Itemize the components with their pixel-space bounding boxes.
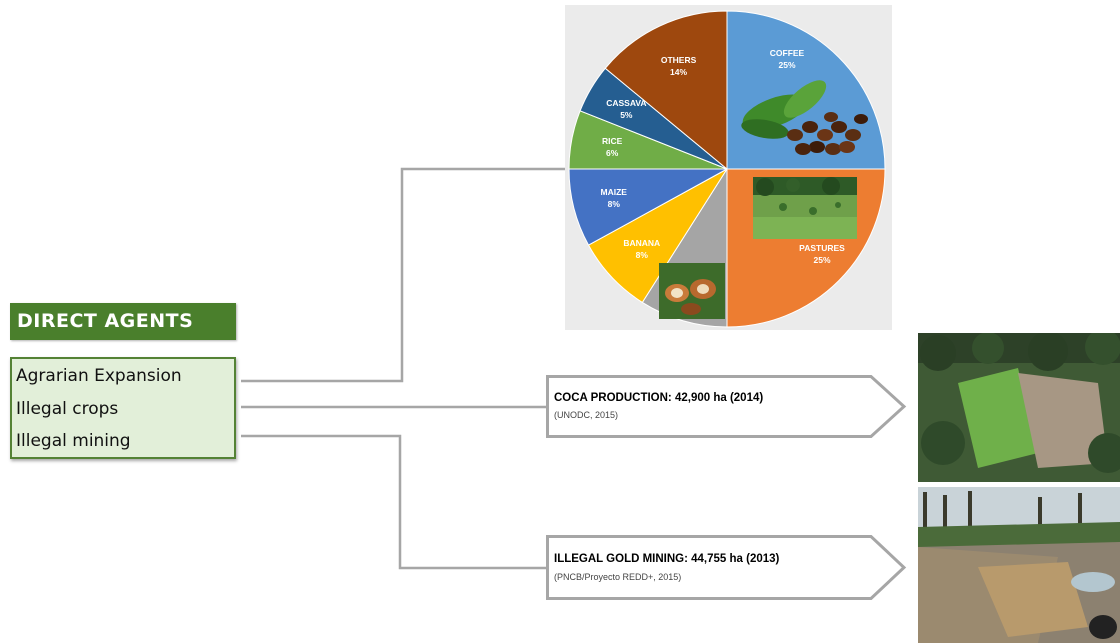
coca-production-source: (UNODC, 2015) bbox=[554, 410, 619, 420]
coca-production-title: COCA PRODUCTION: 42,900 ha (2014) bbox=[554, 392, 764, 404]
pie-label-name: RICE bbox=[601, 136, 623, 147]
connector-agrarian bbox=[241, 167, 566, 383]
connector-mining bbox=[241, 434, 546, 570]
pastures-photo bbox=[753, 177, 857, 239]
gold-mining-source: (PNCB/Proyecto REDD+, 2015) bbox=[554, 572, 682, 582]
pie-label-pastures: PASTURES 25% bbox=[799, 242, 845, 266]
pie-label-value: 5% bbox=[620, 110, 633, 121]
coca-field-photo bbox=[918, 333, 1120, 482]
gold-mining-title: ILLEGAL GOLD MINING: 44,755 ha (2013) bbox=[554, 553, 780, 565]
pie-label-value: 14% bbox=[670, 67, 688, 78]
pie-label-name: COFFEE bbox=[769, 48, 805, 58]
direct-agents-list: Agrarian Expansion Illegal crops Illegal… bbox=[10, 357, 236, 459]
pie-label-name: PASTURES bbox=[799, 243, 845, 253]
gold-mining-callout: ILLEGAL GOLD MINING: 44,755 ha (2013) (P… bbox=[546, 535, 908, 600]
coca-production-callout: COCA PRODUCTION: 42,900 ha (2014) (UNODC… bbox=[546, 375, 908, 438]
pie-label-name: BANANA bbox=[623, 238, 661, 249]
pie-label-value: 8% bbox=[635, 250, 648, 261]
pie-label-name: CASSAVA bbox=[606, 98, 647, 109]
pie-label-value: 8% bbox=[607, 199, 620, 210]
pie-label-value: 25% bbox=[778, 60, 796, 70]
cocoa-pods-photo bbox=[659, 263, 725, 319]
pie-label-cassava: CASSAVA 5% bbox=[606, 97, 646, 121]
pie-label-value: 6% bbox=[605, 148, 619, 159]
direct-agents-header: DIRECT AGENTS bbox=[10, 303, 236, 340]
pie-label-coffee: COFFEE 25% bbox=[770, 47, 804, 71]
pie-label-others: OTHERS 14% bbox=[661, 54, 696, 78]
crop-share-pie-chart: COFFEE25%PASTURES25%COCOA9%BANANA8%MAIZE… bbox=[565, 5, 892, 330]
coffee-beans-photo bbox=[735, 77, 873, 169]
pie-label-value: 25% bbox=[813, 255, 831, 265]
pie-label-name: MAIZE bbox=[600, 187, 627, 198]
illegal-mining-photo bbox=[918, 487, 1120, 643]
agent-illegal-mining: Illegal mining bbox=[16, 431, 131, 451]
pie-label-maize: MAIZE 8% bbox=[601, 186, 627, 210]
pie-label-banana: BANANA 8% bbox=[623, 237, 660, 261]
pie-label-rice: RICE 6% bbox=[602, 135, 622, 159]
pie-slice-others bbox=[604, 10, 728, 171]
pie-label-name: OTHERS bbox=[660, 55, 697, 66]
agent-illegal-crops: Illegal crops bbox=[16, 399, 119, 419]
agent-agrarian-expansion: Agrarian Expansion bbox=[16, 366, 182, 386]
